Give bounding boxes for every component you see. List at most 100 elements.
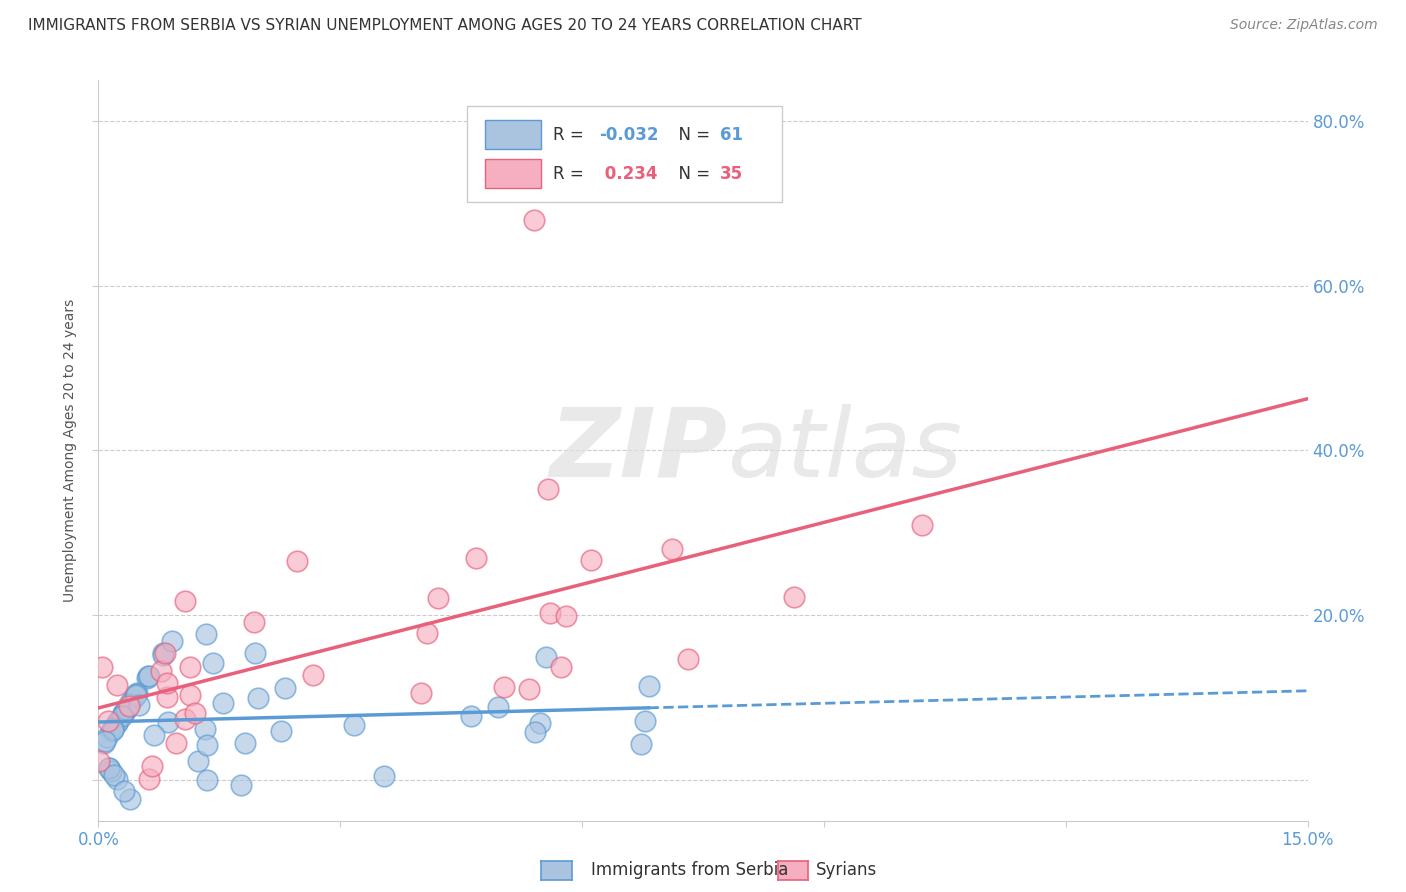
Point — [156, 690, 179, 705]
Point — [538, 606, 561, 620]
Point — [141, 759, 163, 773]
Point — [156, 715, 179, 730]
Point — [114, 703, 136, 717]
Point — [517, 682, 540, 697]
FancyBboxPatch shape — [485, 120, 541, 149]
Point — [105, 772, 128, 787]
Point — [173, 712, 195, 726]
Point — [523, 725, 546, 739]
Point — [105, 717, 128, 731]
Point — [96, 730, 118, 744]
Point — [111, 707, 134, 722]
Point — [165, 736, 187, 750]
Text: ZIP: ZIP — [550, 404, 727, 497]
Point — [110, 709, 132, 723]
Point — [343, 718, 366, 732]
Point — [118, 699, 141, 714]
Point — [661, 541, 683, 556]
Point — [302, 668, 325, 682]
Point — [243, 615, 266, 629]
Point — [124, 688, 146, 702]
Point — [179, 688, 201, 702]
Point — [555, 609, 578, 624]
Text: R =: R = — [553, 165, 589, 183]
Text: IMMIGRANTS FROM SERBIA VS SYRIAN UNEMPLOYMENT AMONG AGES 20 TO 24 YEARS CORRELAT: IMMIGRANTS FROM SERBIA VS SYRIAN UNEMPLO… — [28, 18, 862, 33]
Text: R =: R = — [553, 126, 589, 144]
Point — [212, 696, 235, 710]
Point — [373, 768, 395, 782]
Point — [138, 668, 160, 682]
Point — [155, 646, 177, 660]
Point — [550, 659, 572, 673]
Point — [118, 792, 141, 806]
Point — [93, 734, 115, 748]
Point — [179, 660, 201, 674]
Point — [112, 706, 135, 721]
Point — [536, 482, 558, 496]
Point — [125, 687, 148, 701]
Point — [155, 676, 177, 690]
Point — [121, 692, 143, 706]
Point — [98, 761, 121, 775]
Text: -0.032: -0.032 — [599, 126, 658, 144]
Point — [183, 706, 205, 721]
Point — [529, 716, 551, 731]
Text: Syrians: Syrians — [815, 861, 877, 879]
Point — [243, 646, 266, 660]
Point — [136, 671, 159, 685]
Point — [247, 690, 270, 705]
Point — [107, 714, 129, 728]
Point — [195, 738, 218, 752]
Point — [630, 737, 652, 751]
Point — [460, 709, 482, 723]
Point — [127, 686, 149, 700]
Point — [101, 722, 124, 736]
Point — [111, 707, 134, 722]
Point — [910, 517, 932, 532]
Point — [464, 551, 486, 566]
Point — [229, 778, 252, 792]
Point — [100, 764, 122, 778]
Text: N =: N = — [668, 126, 716, 144]
Point — [416, 625, 439, 640]
Point — [150, 664, 173, 678]
Point — [201, 656, 224, 670]
Point — [488, 700, 510, 714]
Point — [783, 590, 806, 604]
Point — [676, 652, 699, 666]
Point — [138, 772, 160, 786]
Point — [103, 768, 125, 782]
Point — [93, 736, 115, 750]
Point — [637, 679, 659, 693]
Point — [98, 761, 121, 775]
Point — [97, 714, 120, 729]
Point — [136, 669, 159, 683]
Point — [194, 627, 217, 641]
Point — [105, 716, 128, 731]
Point — [152, 648, 174, 662]
Point — [523, 213, 546, 227]
Point — [124, 689, 146, 703]
Point — [101, 723, 124, 737]
FancyBboxPatch shape — [467, 106, 782, 202]
Text: N =: N = — [668, 165, 716, 183]
Point — [197, 773, 219, 788]
Point — [194, 722, 217, 736]
Point — [409, 686, 432, 700]
Point — [87, 754, 110, 768]
Point — [492, 680, 515, 694]
Point — [634, 714, 657, 728]
Point — [142, 728, 165, 742]
FancyBboxPatch shape — [485, 160, 541, 188]
Point — [103, 722, 125, 736]
Point — [270, 723, 292, 738]
Y-axis label: Unemployment Among Ages 20 to 24 years: Unemployment Among Ages 20 to 24 years — [63, 299, 77, 602]
Point — [128, 698, 150, 712]
Point — [579, 553, 602, 567]
Point — [534, 649, 557, 664]
Point — [160, 633, 183, 648]
Text: atlas: atlas — [727, 404, 962, 497]
Text: 35: 35 — [720, 165, 742, 183]
Point — [100, 724, 122, 739]
Point — [91, 660, 114, 674]
